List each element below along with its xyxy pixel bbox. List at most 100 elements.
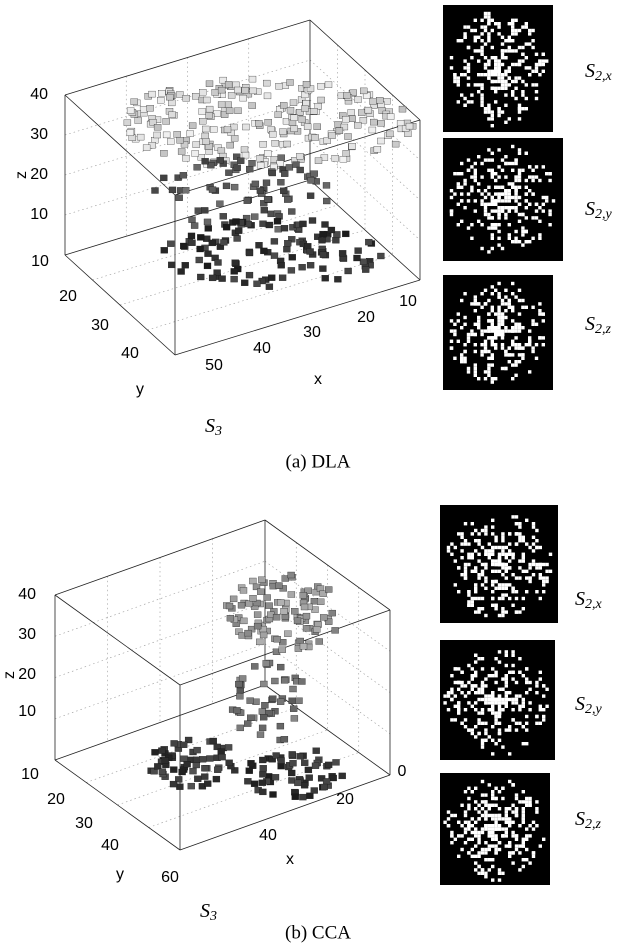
- projection-pixel: [494, 817, 497, 820]
- voxel: [321, 784, 328, 790]
- projection-pixel: [508, 824, 511, 827]
- voxel: [284, 141, 291, 147]
- projection-pixel: [471, 705, 474, 708]
- projection-pixel: [453, 76, 456, 79]
- projection-pixel: [450, 542, 453, 545]
- projection-pixel: [477, 377, 480, 380]
- voxel: [233, 219, 240, 225]
- projection-pixel: [491, 309, 494, 312]
- projection-pixel: [470, 29, 473, 32]
- math-label: S3: [205, 415, 222, 440]
- voxel: [288, 267, 295, 273]
- projection-pixel: [542, 576, 545, 579]
- projection-pixel: [542, 336, 545, 339]
- voxel: [399, 106, 406, 112]
- projection-pixel: [494, 199, 497, 202]
- projection-pixel: [508, 302, 511, 305]
- projection-pixel: [467, 821, 470, 824]
- projection-pixel: [457, 312, 460, 315]
- projection-pixel: [477, 542, 480, 545]
- projection-pixel: [453, 333, 456, 336]
- projection-pixel: [514, 363, 517, 366]
- projection-pixel: [474, 19, 477, 22]
- projection-pixel: [521, 299, 524, 302]
- projection-pixel: [484, 804, 487, 807]
- projection-pixel: [484, 580, 487, 583]
- projection-pixel: [542, 59, 545, 62]
- projection-pixel: [504, 196, 507, 199]
- voxel: [168, 100, 175, 106]
- projection-pixel: [477, 711, 480, 714]
- x-axis-label: x: [314, 371, 322, 388]
- projection-pixel: [467, 83, 470, 86]
- projection-pixel: [508, 66, 511, 69]
- voxel: [257, 155, 264, 161]
- projection-pixel: [514, 323, 517, 326]
- voxel: [297, 638, 304, 644]
- voxel: [303, 81, 310, 87]
- voxel: [301, 782, 308, 788]
- projection-pixel: [531, 319, 534, 322]
- projection-pixel: [498, 814, 501, 817]
- projection-pixel: [491, 87, 494, 90]
- projection-pixel: [480, 353, 483, 356]
- projection-pixel: [481, 742, 484, 745]
- projection-pixel: [491, 336, 494, 339]
- projection-pixel: [505, 654, 508, 657]
- projection-pixel: [463, 104, 466, 107]
- projection-pixel: [447, 708, 450, 711]
- projection-pixel: [508, 821, 511, 824]
- projection-pixel: [464, 563, 467, 566]
- voxel: [287, 107, 294, 113]
- projection-pixel: [494, 797, 497, 800]
- projection-pixel: [505, 810, 508, 813]
- voxel: [278, 758, 285, 764]
- projection-pixel: [457, 223, 460, 226]
- voxel: [300, 643, 307, 649]
- projection-pixel: [508, 299, 511, 302]
- voxel: [333, 759, 340, 765]
- voxel: [329, 133, 336, 139]
- projection-pixel: [464, 725, 467, 728]
- projection-pixel: [511, 671, 514, 674]
- projection-pixel: [450, 213, 453, 216]
- voxel: [223, 224, 230, 230]
- projection-pixel: [504, 192, 507, 195]
- projection-pixel: [522, 701, 525, 704]
- projection-pixel: [487, 192, 490, 195]
- projection-pixel: [484, 553, 487, 556]
- projection-pixel: [508, 70, 511, 73]
- projection-pixel: [508, 162, 511, 165]
- projection-pixel: [460, 549, 463, 552]
- projection-pixel: [491, 701, 494, 704]
- projection-pixel: [484, 800, 487, 803]
- voxel: [272, 140, 279, 146]
- projection-pixel: [471, 684, 474, 687]
- projection-pixel: [494, 100, 497, 103]
- projection-pixel: [501, 367, 504, 370]
- y-tick-label: 40: [121, 345, 139, 362]
- voxel: [184, 761, 191, 767]
- voxel: [260, 714, 267, 720]
- projection-pixel: [528, 189, 531, 192]
- voxel: [256, 639, 263, 645]
- voxel: [189, 123, 196, 129]
- voxel: [277, 599, 284, 605]
- voxel: [263, 80, 270, 86]
- projection-pixel: [460, 186, 463, 189]
- voxel: [223, 183, 230, 189]
- voxel: [348, 110, 355, 116]
- voxel: [266, 603, 273, 609]
- x-tick-label: 40: [253, 340, 271, 357]
- voxel: [279, 647, 286, 653]
- voxel: [157, 97, 164, 103]
- projection-pixel: [484, 529, 487, 532]
- projection-pixel: [501, 532, 504, 535]
- projection-pixel: [447, 546, 450, 549]
- voxel: [340, 256, 347, 262]
- projection-pixel: [518, 213, 521, 216]
- voxel: [152, 749, 159, 755]
- projection-pixel: [497, 312, 500, 315]
- projection-pixel: [450, 698, 453, 701]
- projection-pixel: [528, 343, 531, 346]
